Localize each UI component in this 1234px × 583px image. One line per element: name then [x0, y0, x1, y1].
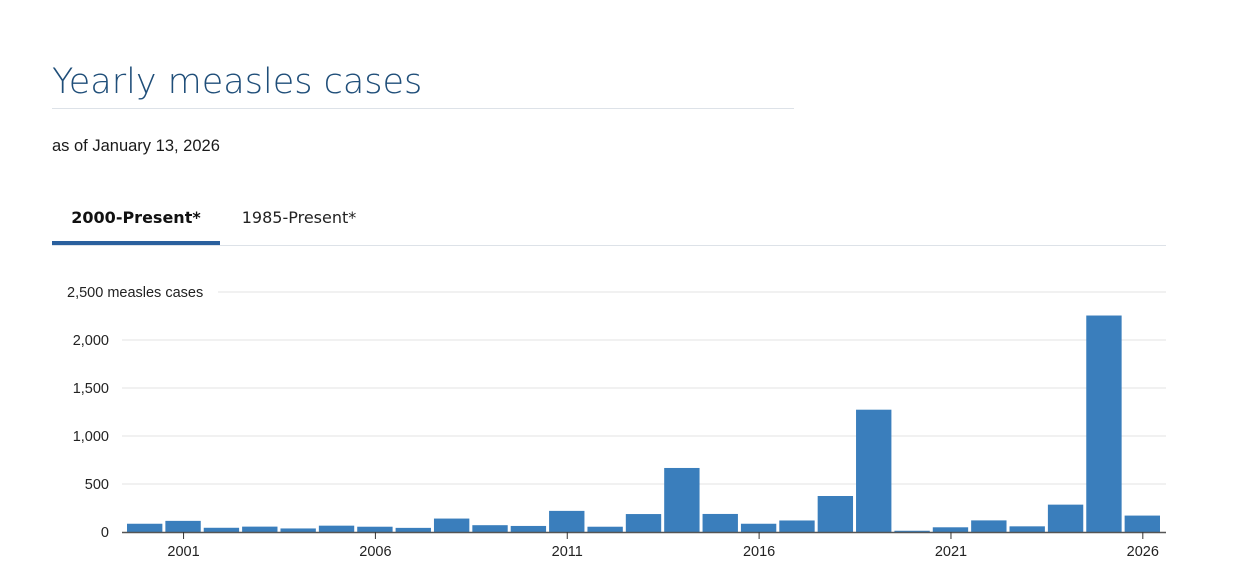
x-tick-label: 2001 — [167, 544, 199, 560]
bar-2020[interactable] — [894, 530, 930, 532]
bar-2000[interactable] — [127, 523, 163, 532]
x-tick-label: 2021 — [935, 544, 967, 560]
bar-2001[interactable] — [165, 520, 201, 532]
bar-2013[interactable] — [625, 514, 662, 532]
tab-1985-present[interactable]: 1985-Present* — [241, 208, 357, 227]
y-tick-label: 1,500 — [73, 381, 109, 397]
bar-2008[interactable] — [433, 518, 470, 532]
bar-2023[interactable] — [1009, 526, 1045, 532]
bar-2026[interactable] — [1124, 515, 1160, 532]
bar-2014[interactable] — [664, 467, 700, 532]
bar-2016[interactable] — [740, 523, 777, 532]
x-tick-label: 2011 — [552, 544, 583, 560]
bar-2025[interactable] — [1086, 315, 1122, 532]
bar-2019[interactable] — [856, 409, 892, 532]
bar-2007[interactable] — [395, 527, 431, 532]
bar-2022[interactable] — [971, 520, 1007, 532]
bar-2009[interactable] — [472, 525, 508, 532]
bar-2011[interactable] — [549, 510, 585, 532]
x-tick-label: 2026 — [1127, 544, 1159, 560]
tabs-divider — [52, 245, 1166, 246]
bar-2004[interactable] — [280, 528, 316, 532]
y-tick-label: 1,000 — [73, 429, 109, 445]
title-divider — [52, 108, 794, 109]
bar-2017[interactable] — [779, 520, 815, 532]
bar-2015[interactable] — [702, 513, 738, 532]
y-axis-unit-label: 2,500 measles cases — [67, 285, 203, 301]
bar-2024[interactable] — [1047, 504, 1084, 532]
bar-2021[interactable] — [932, 527, 969, 532]
y-tick-label: 500 — [85, 477, 109, 493]
bar-2018[interactable] — [817, 496, 854, 532]
bar-2003[interactable] — [242, 526, 278, 532]
bar-2002[interactable] — [203, 527, 240, 532]
x-tick-label: 2016 — [743, 544, 775, 560]
bar-2006[interactable] — [357, 526, 393, 532]
bar-2005[interactable] — [318, 525, 355, 532]
x-tick-label: 2006 — [359, 544, 391, 560]
as-of-date: as of January 13, 2026 — [52, 137, 220, 155]
page-title: Yearly measles cases — [52, 62, 423, 102]
range-tabs: 2000-Present* 1985-Present* — [52, 196, 1166, 246]
y-tick-label: 0 — [101, 525, 109, 541]
bar-2010[interactable] — [510, 525, 547, 532]
tab-2000-present[interactable]: 2000-Present* — [52, 196, 220, 246]
bar-2012[interactable] — [587, 526, 623, 532]
y-tick-label: 2,000 — [73, 333, 109, 349]
